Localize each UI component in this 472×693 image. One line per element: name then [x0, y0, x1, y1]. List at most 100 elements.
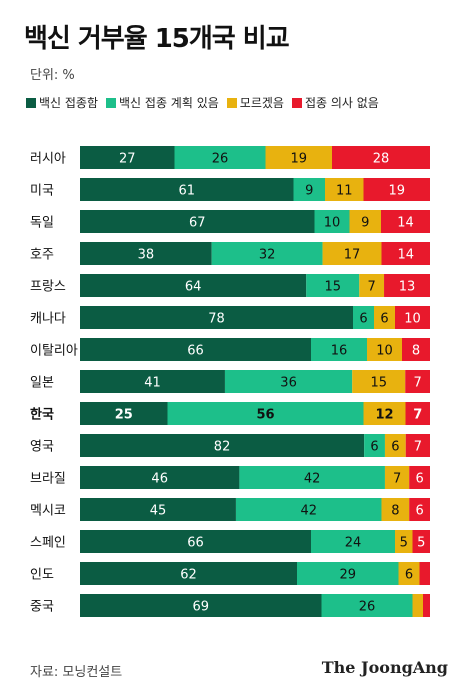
category-label: 일본 [30, 376, 54, 391]
data-label: 46 [151, 472, 168, 487]
bar-segment [80, 274, 307, 297]
bar-segment [364, 434, 385, 457]
bar-segment [402, 338, 430, 361]
bar-segment [311, 338, 367, 361]
data-label: 45 [150, 504, 167, 519]
data-label: 32 [259, 248, 276, 263]
data-label: 17 [344, 248, 361, 263]
category-label: 러시아 [30, 152, 66, 167]
bar-segment [332, 146, 430, 169]
bar-segment [367, 338, 402, 361]
bar-segment [293, 178, 325, 201]
data-label: 14 [397, 216, 414, 231]
data-label: 78 [208, 312, 225, 327]
source-note: 자료: 모닝컨설트 [30, 665, 123, 680]
data-label: 27 [119, 152, 136, 167]
data-label: 62 [180, 568, 197, 583]
data-label: 36 [280, 376, 297, 391]
bar-segment [352, 370, 406, 393]
chart-title: 백신 거부율 15개국 비교 [24, 24, 290, 54]
bar-segment [381, 242, 430, 265]
bar-segment [419, 562, 430, 585]
bar-segment [306, 274, 360, 297]
chart-legend: 백신 접종함 백신 접종 계획 있음 모르겠음 접종 의사 없음 [26, 94, 387, 111]
data-label: 10 [324, 216, 341, 231]
bar-segment [311, 530, 395, 553]
data-label: 38 [138, 248, 155, 263]
bar-segment [80, 562, 297, 585]
legend-label-0: 백신 접종함 [39, 96, 99, 110]
bar-segment [80, 434, 365, 457]
category-label: 영국 [30, 440, 54, 455]
bar-segment [80, 210, 315, 233]
bar-segment [80, 498, 236, 521]
data-label: 5 [400, 536, 408, 551]
legend-swatch-3 [291, 97, 302, 108]
bar-segment [80, 306, 353, 329]
category-label: 중국 [30, 600, 54, 615]
data-label: 26 [359, 600, 376, 615]
bar-segment [235, 498, 382, 521]
category-label: 한국 [30, 407, 54, 423]
bar-segment [321, 594, 413, 617]
legend-swatch-0 [26, 97, 36, 108]
data-label: 64 [185, 280, 202, 295]
bar-segment [167, 402, 364, 425]
bar-segment [239, 466, 385, 489]
bar-segment [405, 402, 430, 425]
data-label: 7 [413, 408, 422, 423]
data-label: 16 [331, 344, 348, 359]
bar-segment [80, 146, 175, 169]
bar-segment [80, 178, 294, 201]
data-label: 24 [345, 536, 362, 551]
data-label: 28 [373, 152, 390, 167]
category-label: 멕시코 [30, 504, 66, 519]
bar-segment [395, 530, 413, 553]
data-label: 5 [417, 536, 425, 551]
brand-logo: The JoongAng [321, 658, 448, 677]
bar-segment [211, 242, 323, 265]
bar-segment [374, 306, 395, 329]
legend-label-1: 백신 접종 계획 있음 [119, 96, 219, 110]
data-label: 15 [370, 376, 387, 391]
data-label: 6 [391, 440, 399, 455]
category-label: 브라질 [30, 472, 66, 487]
data-label: 6 [359, 312, 367, 327]
data-label: 6 [370, 440, 378, 455]
bar-segment [384, 274, 430, 297]
data-label: 56 [256, 408, 274, 423]
category-label: 호주 [30, 248, 54, 263]
bar-segment [322, 242, 382, 265]
bar-segment [80, 338, 311, 361]
data-label: 67 [189, 216, 206, 231]
data-label: 6 [405, 568, 413, 583]
data-label: 7 [414, 440, 422, 455]
data-label: 12 [375, 408, 393, 423]
bar-segment [80, 242, 212, 265]
bar-segment [325, 178, 364, 201]
bar-segment [174, 146, 266, 169]
bar-segment [409, 498, 430, 521]
data-label: 42 [304, 472, 321, 487]
data-label: 82 [214, 440, 231, 455]
legend-swatch-1 [106, 97, 117, 108]
bar-segment [80, 466, 240, 489]
data-label: 29 [339, 568, 356, 583]
bar-segment [80, 530, 311, 553]
data-label: 26 [212, 152, 229, 167]
legend-item-2: 모르겠음 [226, 94, 284, 111]
category-label: 미국 [30, 184, 54, 199]
bar-segment [80, 370, 225, 393]
unit-label: 단위: % [30, 68, 75, 83]
bar-segment [363, 402, 406, 425]
bar-segment [80, 402, 168, 425]
data-label: 6 [415, 472, 423, 487]
legend-item-3: 접종 의사 없음 [291, 94, 379, 111]
category-label: 인도 [30, 568, 54, 583]
legend-label-3: 접종 의사 없음 [304, 96, 379, 110]
bar-segment [363, 178, 430, 201]
bar-segment [381, 210, 430, 233]
bar-segment [409, 466, 430, 489]
data-label: 8 [412, 344, 420, 359]
